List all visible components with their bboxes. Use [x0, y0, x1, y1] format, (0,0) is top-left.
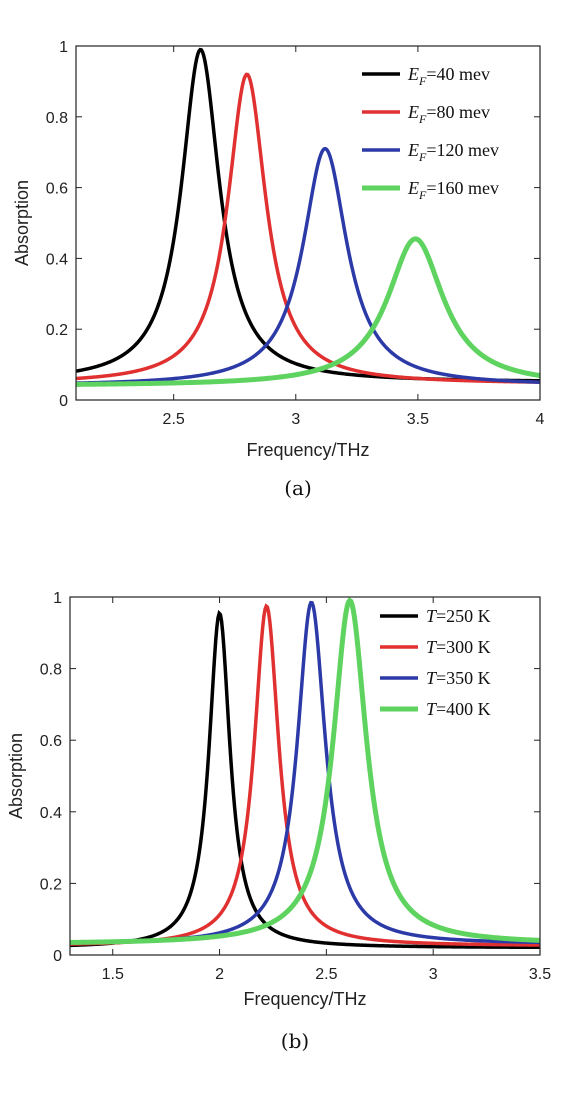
x-tick-label: 1.5 — [102, 966, 124, 983]
y-tick-label: 0 — [53, 948, 62, 965]
plot-frame — [69, 596, 541, 956]
chart-panel-a: 2.5 3 3.5 4 0 0.2 0.4 0.6 0.8 1 Frequency/THz Absor… — [12, 39, 545, 500]
y-tick-label: 0.8 — [46, 110, 68, 127]
x-tick-label: 2.5 — [163, 411, 185, 428]
y-tick-label: 0.2 — [40, 876, 62, 893]
y-tick-label: 0.4 — [40, 805, 62, 822]
y-tick-label: 0.6 — [46, 181, 68, 198]
series-line-4 — [70, 597, 540, 945]
series-line-4 — [76, 236, 540, 387]
y-axis-label: Absorption — [6, 733, 26, 819]
y-tick-label: 0.4 — [46, 251, 68, 268]
legend-label: EF=120 mev — [407, 140, 499, 164]
x-axis-label: Frequency/THz — [243, 989, 366, 1009]
legend-label: T=250 K — [426, 606, 491, 626]
y-tick-label: 1 — [59, 39, 68, 56]
legend-label: T=400 K — [426, 699, 491, 719]
x-tick-label: 2 — [215, 966, 224, 983]
x-tick-label: 2.5 — [315, 966, 337, 983]
legend-label: EF=160 mev — [407, 178, 499, 202]
panel-caption: (a) — [284, 476, 312, 500]
plot-frame — [75, 45, 541, 401]
y-tick-label: 0.2 — [46, 322, 68, 339]
x-tick-label: 3 — [291, 411, 300, 428]
x-tick-label: 3 — [429, 966, 438, 983]
y-tick-label: 1 — [53, 590, 62, 607]
x-tick-label: 3.5 — [407, 411, 429, 428]
x-tick-label: 4 — [536, 411, 545, 428]
legend-label: EF=80 mev — [407, 102, 490, 126]
x-tick-label: 3.5 — [529, 966, 551, 983]
x-axis-label: Frequency/THz — [246, 440, 369, 460]
panel-caption: (b) — [281, 1029, 309, 1053]
y-axis-label: Absorption — [12, 180, 32, 266]
chart-panel-b: 1.5 2 2.5 3 3.5 0 0.2 0.4 0.6 0.8 1 Frequency/THz Ab… — [6, 590, 551, 1053]
series-line-2 — [76, 72, 540, 384]
y-tick-label: 0 — [59, 393, 68, 410]
series-line-3 — [76, 146, 540, 385]
y-tick-label: 0.6 — [40, 733, 62, 750]
legend-label: T=300 K — [426, 637, 491, 657]
y-tick-label: 0.8 — [40, 662, 62, 679]
legend-label: EF=40 mev — [407, 64, 490, 88]
legend-label: T=350 K — [426, 668, 491, 688]
series-line-1 — [70, 609, 540, 950]
